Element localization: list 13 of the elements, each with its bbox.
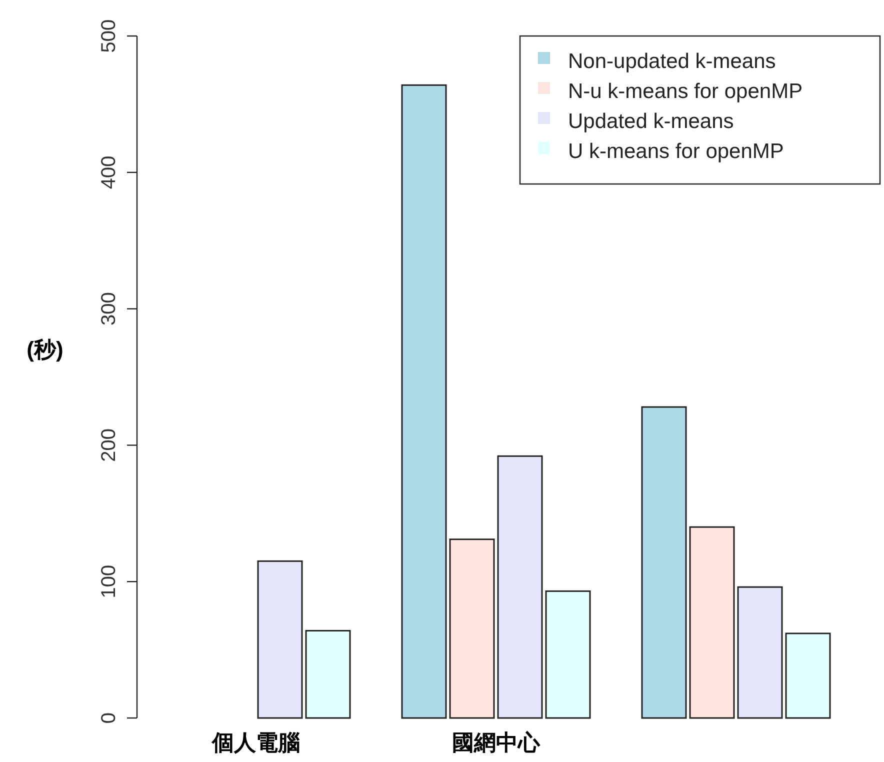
x-tick-label: 國網中心	[452, 730, 541, 756]
y-tick-label: 500	[98, 19, 120, 53]
legend-label: U k-means for openMP	[568, 140, 784, 163]
y-tick-label: 100	[98, 564, 120, 598]
legend-label: Non-updated k-means	[568, 50, 776, 73]
y-tick-label: 300	[98, 292, 120, 326]
legend-label: N-u k-means for openMP	[568, 80, 803, 103]
y-axis-title: (秒)	[26, 337, 64, 362]
x-tick-label: 個人電腦	[211, 730, 300, 756]
y-tick-label: 400	[98, 156, 120, 190]
legend-label: Updated k-means	[568, 110, 734, 133]
y-tick-label: 0	[98, 712, 120, 724]
y-tick-label: 200	[98, 428, 120, 462]
